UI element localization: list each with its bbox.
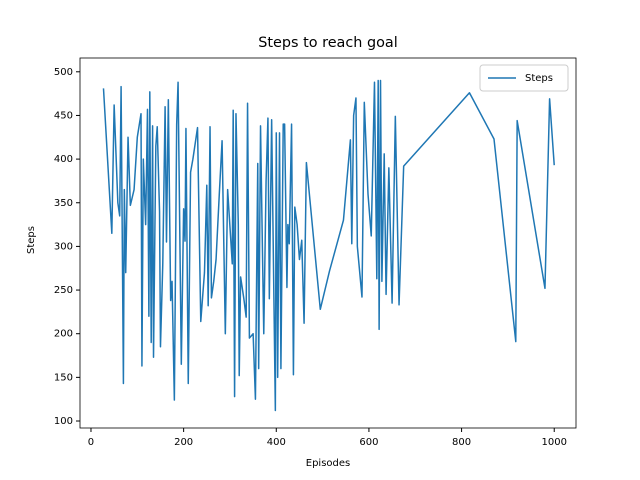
- y-tick-label: 350: [54, 198, 73, 209]
- y-tick-label: 200: [54, 329, 73, 340]
- x-tick-label: 400: [267, 437, 286, 448]
- chart-title: Steps to reach goal: [258, 35, 398, 51]
- y-tick-label: 100: [54, 416, 73, 427]
- y-tick-label: 150: [54, 372, 73, 383]
- plot-frame: [79, 57, 577, 429]
- x-tick-label: 800: [452, 437, 471, 448]
- x-tick-label: 1000: [542, 437, 567, 448]
- x-axis-label: Episodes: [306, 458, 350, 469]
- x-tick-label: 0: [88, 437, 94, 448]
- y-tick-label: 450: [54, 110, 73, 121]
- y-tick-label: 250: [54, 285, 73, 296]
- legend-label: Steps: [525, 73, 553, 84]
- y-axis-label: Steps: [26, 226, 37, 254]
- x-tick-label: 200: [174, 437, 193, 448]
- x-tick-label: 600: [359, 437, 378, 448]
- y-tick-label: 300: [54, 241, 73, 252]
- legend-box: [479, 64, 569, 92]
- y-tick-label: 500: [54, 67, 73, 78]
- y-tick-label: 400: [54, 154, 73, 165]
- line-series: [102, 79, 555, 412]
